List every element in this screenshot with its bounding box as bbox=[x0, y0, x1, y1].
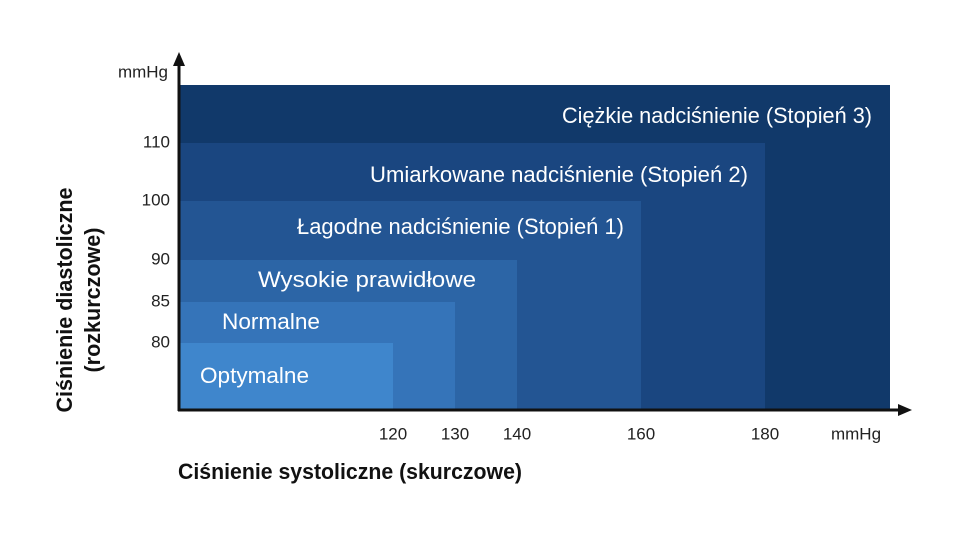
zones: Optymalne Normalne Wysokie prawidłowe Łagod… bbox=[179, 85, 890, 410]
x-tick-label: 120 bbox=[379, 424, 407, 443]
y-tick-label: 90 bbox=[151, 249, 170, 268]
zone-label: Ciężkie nadciśnienie (Stopień 3) bbox=[562, 103, 872, 128]
x-arrow bbox=[898, 404, 912, 416]
x-title: Ciśnienie systoliczne (skurczowe) bbox=[178, 459, 522, 484]
x-tick-label: 130 bbox=[441, 424, 469, 443]
y-tick-label: 110 bbox=[143, 132, 170, 151]
y-arrow bbox=[173, 52, 185, 66]
zone-label: Wysokie prawidłowe bbox=[258, 267, 476, 292]
zone bbox=[179, 343, 393, 410]
y-tick-label: 100 bbox=[142, 190, 170, 209]
y-tick-label: 85 bbox=[151, 291, 170, 310]
zone-label: Optymalne bbox=[200, 363, 309, 388]
zone-label: Łagodne nadciśnienie (Stopień 1) bbox=[297, 214, 624, 239]
y-title: Ciśnienie diastoliczne (rozkurczowe) bbox=[52, 188, 105, 413]
x-tick-label: 180 bbox=[751, 424, 779, 443]
y-title-line: (rozkurczowe) bbox=[80, 228, 105, 373]
y-tick-label: 80 bbox=[151, 332, 170, 351]
y-title-line: Ciśnienie diastoliczne bbox=[52, 188, 77, 413]
zone-label: Umiarkowane nadciśnienie (Stopień 2) bbox=[370, 162, 748, 187]
x-tick-label: 140 bbox=[503, 424, 531, 443]
x-unit: mmHg bbox=[831, 424, 881, 443]
y-unit: mmHg bbox=[118, 62, 168, 81]
x-tick-label: 160 bbox=[627, 424, 655, 443]
zone-label: Normalne bbox=[222, 309, 320, 334]
